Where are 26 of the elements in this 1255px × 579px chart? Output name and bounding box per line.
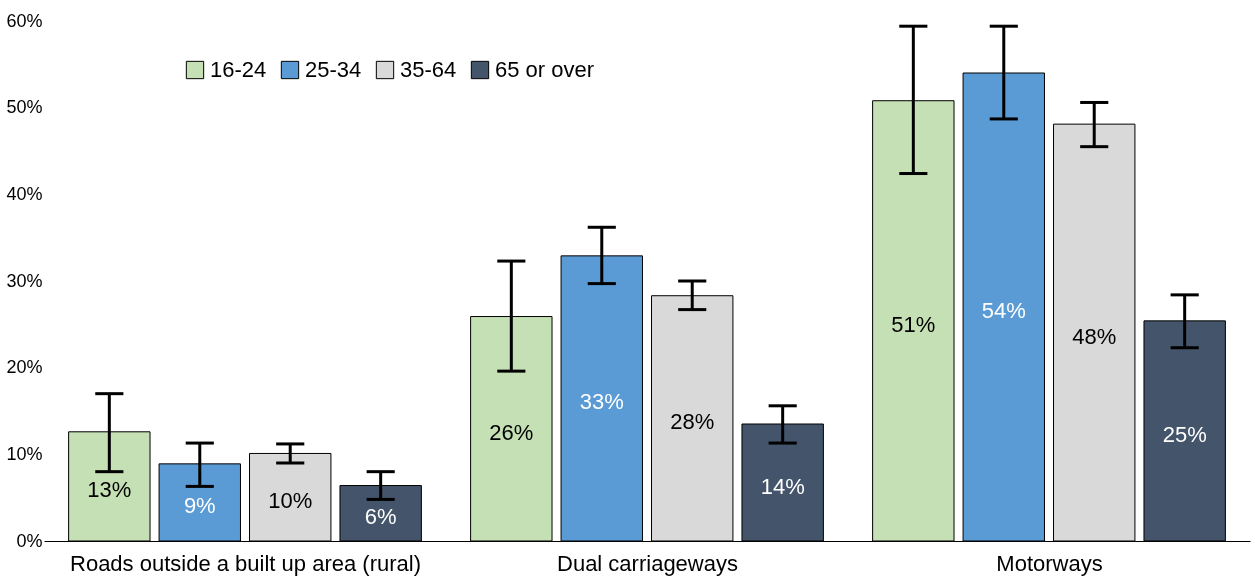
legend-label: 65 or over	[495, 57, 595, 82]
legend-label: 35-64	[400, 57, 457, 82]
x-tick-label: Motorways	[996, 550, 1103, 576]
data-label: 33%	[579, 389, 624, 415]
data-label: 51%	[891, 311, 936, 337]
legend-label: 16-24	[210, 57, 267, 82]
legend-label: 25-34	[305, 57, 362, 82]
y-tick-label: 60%	[6, 10, 43, 31]
y-tick-label: 10%	[6, 443, 43, 464]
data-label: 14%	[760, 473, 805, 499]
data-label: 10%	[268, 488, 313, 514]
data-label: 54%	[981, 298, 1026, 323]
y-tick-label: 0%	[16, 530, 43, 551]
data-label: 25%	[1162, 421, 1207, 447]
data-label: 13%	[87, 477, 132, 503]
data-label: 48%	[1072, 323, 1117, 349]
y-tick-label: 20%	[6, 357, 43, 378]
y-tick-label: 40%	[6, 183, 43, 204]
y-tick-label: 30%	[6, 270, 43, 291]
x-tick-label: Roads outside a built up area (rural)	[70, 550, 421, 576]
data-label: 26%	[489, 419, 534, 445]
data-label: 28%	[670, 409, 715, 435]
y-tick-label: 50%	[6, 97, 43, 118]
data-label: 6%	[364, 504, 397, 530]
x-tick-label: Dual carriageways	[557, 550, 738, 576]
data-label: 9%	[183, 493, 216, 519]
